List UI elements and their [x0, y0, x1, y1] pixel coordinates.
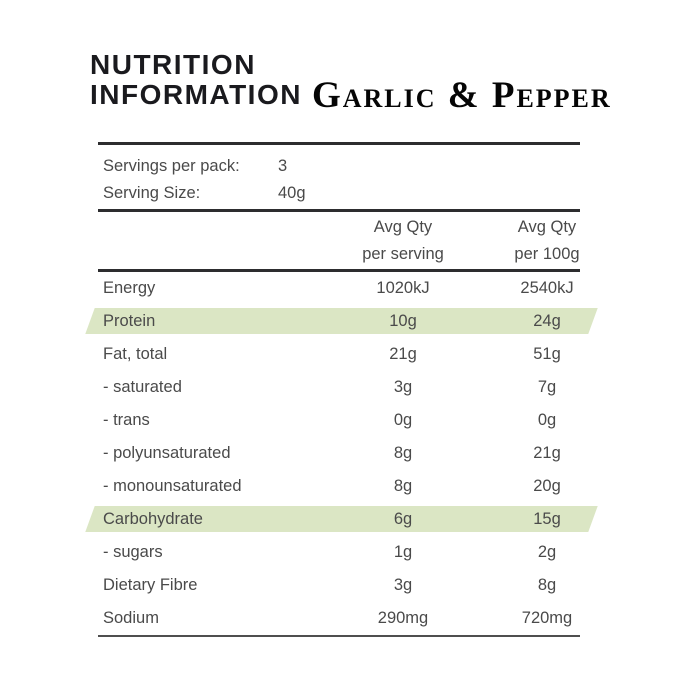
col-header-per-serving-line1: Avg Qty [373, 217, 433, 236]
table-row: - trans 0g 0g [98, 404, 580, 437]
serving-size-value: 40g [278, 184, 306, 202]
col-header-per-100g-line1: Avg Qty [517, 217, 577, 236]
table-row: Protein 10g 24g [85, 305, 598, 338]
value-per-100g: 51g [533, 345, 561, 363]
serving-info-block: Servings per pack: 3 Serving Size: 40g [98, 142, 580, 212]
serving-size-label: Serving Size: [103, 184, 201, 202]
table-row: - monounsaturated 8g 20g [98, 470, 580, 503]
value-per-serving: 8g [393, 477, 413, 495]
table-body: Energy 1020kJ 2540kJ Protein 10g 24g Fat… [85, 272, 598, 637]
value-per-serving: 8g [393, 444, 413, 462]
value-per-serving: 1020kJ [376, 279, 430, 297]
value-per-100g: 24g [533, 312, 561, 330]
table-row: Carbohydrate 6g 15g [85, 503, 598, 536]
value-per-100g: 21g [533, 444, 561, 462]
value-per-100g: 7g [537, 378, 557, 396]
flavor-title: Garlic & Pepper [311, 75, 612, 116]
row-label: - saturated [103, 378, 182, 396]
page-title-line2: INFORMATION [90, 79, 302, 110]
value-per-serving: 1g [393, 543, 413, 561]
value-per-100g: 20g [533, 477, 561, 495]
servings-per-pack-row: Servings per pack: 3 [98, 153, 580, 180]
value-per-serving: 10g [389, 312, 417, 330]
value-per-100g: 0g [537, 411, 557, 429]
value-per-100g: 2g [537, 543, 557, 561]
row-label: Dietary Fibre [103, 576, 198, 594]
col-header-per-100g: Avg Qty per 100g [514, 214, 580, 268]
row-label: Sodium [103, 609, 159, 627]
table-row: Energy 1020kJ 2540kJ [98, 272, 580, 305]
row-label: - monounsaturated [103, 477, 242, 495]
row-label: Fat, total [103, 345, 168, 363]
page-title: NUTRITION INFORMATION [90, 50, 302, 110]
table-row: - sugars 1g 2g [98, 536, 580, 569]
serving-size-row: Serving Size: 40g [98, 180, 580, 207]
value-per-100g: 15g [533, 510, 561, 528]
col-header-per-100g-line2: per 100g [514, 244, 580, 263]
title-block: NUTRITION INFORMATION Garlic & Pepper [90, 50, 680, 116]
servings-per-pack-value: 3 [278, 157, 288, 175]
col-header-per-serving: Avg Qty per serving [328, 214, 478, 268]
value-per-serving: 3g [393, 378, 413, 396]
row-label: - polyunsaturated [103, 444, 231, 462]
row-label: Protein [103, 312, 156, 330]
page-title-line1: NUTRITION [90, 49, 256, 80]
row-label: - sugars [103, 543, 163, 561]
value-per-100g: 2540kJ [520, 279, 574, 297]
value-per-serving: 21g [389, 345, 417, 363]
value-per-100g: 8g [537, 576, 557, 594]
row-label: Energy [103, 279, 156, 297]
value-per-serving: 0g [393, 411, 413, 429]
table-row: Fat, total 21g 51g [98, 338, 580, 371]
servings-per-pack-label: Servings per pack: [103, 157, 240, 175]
value-per-serving: 6g [393, 510, 413, 528]
value-per-100g: 720mg [521, 609, 573, 627]
col-header-per-serving-line2: per serving [362, 244, 444, 263]
table-header: Avg Qty per serving Avg Qty per 100g [98, 212, 580, 272]
value-per-serving: 3g [393, 576, 413, 594]
nutrition-table: Servings per pack: 3 Serving Size: 40g A… [85, 142, 598, 637]
row-label: - trans [103, 411, 150, 429]
row-label: Carbohydrate [103, 510, 203, 528]
value-per-serving: 290mg [377, 609, 429, 627]
table-row: Sodium 290mg 720mg [98, 602, 580, 635]
table-row: - saturated 3g 7g [98, 371, 580, 404]
table-row: - polyunsaturated 8g 21g [98, 437, 580, 470]
table-row: Dietary Fibre 3g 8g [98, 569, 580, 602]
